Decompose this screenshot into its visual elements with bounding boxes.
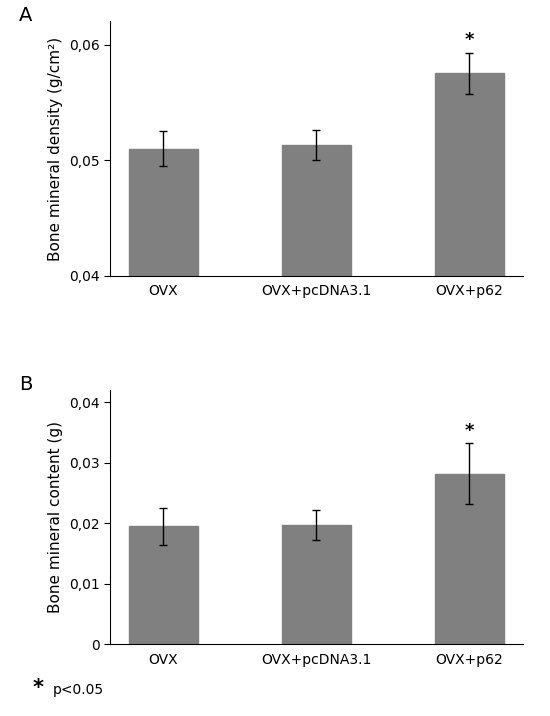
- Bar: [129, 149, 197, 716]
- Text: A: A: [19, 6, 32, 25]
- Text: p<0.05: p<0.05: [52, 682, 103, 697]
- Text: *: *: [33, 678, 44, 698]
- Bar: [282, 145, 351, 716]
- Bar: [435, 74, 504, 716]
- Y-axis label: Bone mineral density (g/cm²): Bone mineral density (g/cm²): [48, 37, 63, 261]
- Text: *: *: [465, 31, 474, 49]
- Text: B: B: [19, 375, 32, 394]
- Text: *: *: [465, 422, 474, 440]
- Y-axis label: Bone mineral content (g): Bone mineral content (g): [48, 421, 63, 614]
- Bar: [129, 526, 197, 644]
- Bar: [282, 525, 351, 644]
- Bar: [435, 474, 504, 644]
